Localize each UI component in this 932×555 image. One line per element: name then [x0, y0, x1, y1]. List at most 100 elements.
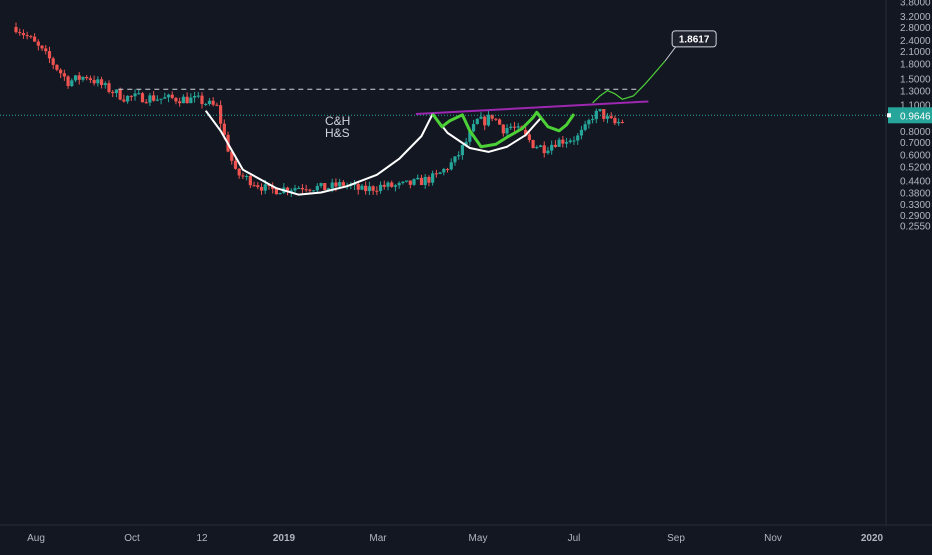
candle-body [88, 78, 92, 80]
price-axis-divider-layer [0, 0, 932, 526]
candle-body [423, 176, 427, 186]
candle-body [200, 95, 204, 105]
candle-body [271, 185, 275, 189]
candle-body [512, 126, 517, 128]
y-tick-label: 0.8000 [900, 127, 931, 138]
candle-body [516, 126, 520, 128]
candle-body [99, 79, 104, 85]
candle-body [360, 185, 364, 190]
candle-body [442, 169, 446, 173]
candle-body [312, 190, 316, 192]
target-callout-line [664, 44, 678, 62]
candle-body [620, 122, 624, 124]
candle-body [401, 181, 405, 184]
candle-body [431, 173, 435, 183]
candle-body [375, 190, 379, 192]
current-price-tag [888, 107, 932, 124]
candle-body [583, 124, 587, 130]
candle-body [77, 75, 81, 80]
candle-body [591, 119, 595, 121]
candle-body [55, 64, 59, 70]
candle-body [416, 177, 420, 180]
candle-body [66, 76, 70, 87]
y-tick-label: 0.2900 [900, 211, 931, 222]
candle-body [457, 155, 461, 157]
candle-body [542, 145, 546, 154]
candle-body [531, 140, 535, 149]
candle-body [29, 36, 33, 38]
candle-body [490, 114, 494, 119]
candle-body [538, 145, 543, 147]
y-tick-label: 0.3300 [900, 200, 931, 211]
candle-body [21, 33, 26, 36]
candle-body [256, 185, 260, 187]
candle-body [315, 185, 319, 191]
candle-body [419, 177, 424, 186]
candle-body [44, 48, 48, 52]
candle-body [527, 134, 531, 141]
candle-body [245, 176, 249, 178]
candle-body [219, 105, 223, 124]
candle-body [118, 89, 122, 100]
candle-body [397, 183, 401, 186]
y-tick-label: 2.8000 [900, 23, 931, 34]
candle-body [70, 80, 74, 87]
y-tick-label: 2.1000 [900, 47, 931, 58]
candle-body [579, 129, 584, 136]
x-tick-label: Nov [764, 533, 782, 544]
candle-body [126, 95, 130, 102]
candle-body [51, 58, 55, 65]
candle-body [412, 179, 416, 185]
candle-body [460, 145, 464, 156]
candle-body [152, 95, 156, 101]
candle-body [107, 83, 111, 92]
candle-body [338, 182, 342, 187]
candle-body [356, 184, 360, 190]
x-tick-label: 12 [196, 533, 208, 544]
y-tick-label: 3.8000 [900, 0, 931, 9]
candle-body [535, 146, 539, 149]
candle-body [434, 173, 438, 175]
candle-body [550, 144, 554, 151]
annotation-1: H&S [325, 126, 350, 140]
candle-body [564, 142, 569, 144]
candle-body [185, 96, 189, 104]
candle-body [40, 45, 44, 49]
candle-body [300, 188, 305, 190]
y-tick-label: 2.4000 [900, 36, 931, 47]
candle-body [129, 95, 133, 97]
candle-body [427, 176, 431, 183]
candle-body [148, 95, 152, 103]
candle-body [475, 118, 479, 125]
candle-body [192, 95, 197, 98]
candle-body [602, 109, 606, 119]
candle-body [159, 98, 163, 100]
candle-body [378, 184, 383, 192]
candle-body [204, 104, 208, 106]
candle-body [211, 100, 215, 105]
x-tick-label: Aug [27, 533, 45, 544]
candle-body [233, 160, 238, 169]
candle-body [405, 180, 409, 182]
candle-body [330, 182, 334, 189]
candle-body [263, 184, 267, 191]
candle-body [486, 114, 491, 126]
y-tick-label: 0.5200 [900, 162, 931, 173]
candle-body [215, 104, 219, 106]
candle-body [326, 188, 331, 191]
candle-body [163, 97, 167, 99]
candle-body [114, 89, 119, 94]
y-tick-label: 0.4400 [900, 176, 931, 187]
candle-body [553, 144, 557, 147]
candle-body [222, 123, 226, 135]
candle-body [62, 73, 66, 77]
candle-body [498, 119, 502, 125]
cup-curve [204, 110, 434, 196]
candle-body [341, 182, 345, 186]
candle-body [334, 182, 338, 187]
handle-curve [431, 113, 542, 153]
x-tick-label: 2019 [273, 533, 296, 544]
candle-body [73, 75, 78, 81]
